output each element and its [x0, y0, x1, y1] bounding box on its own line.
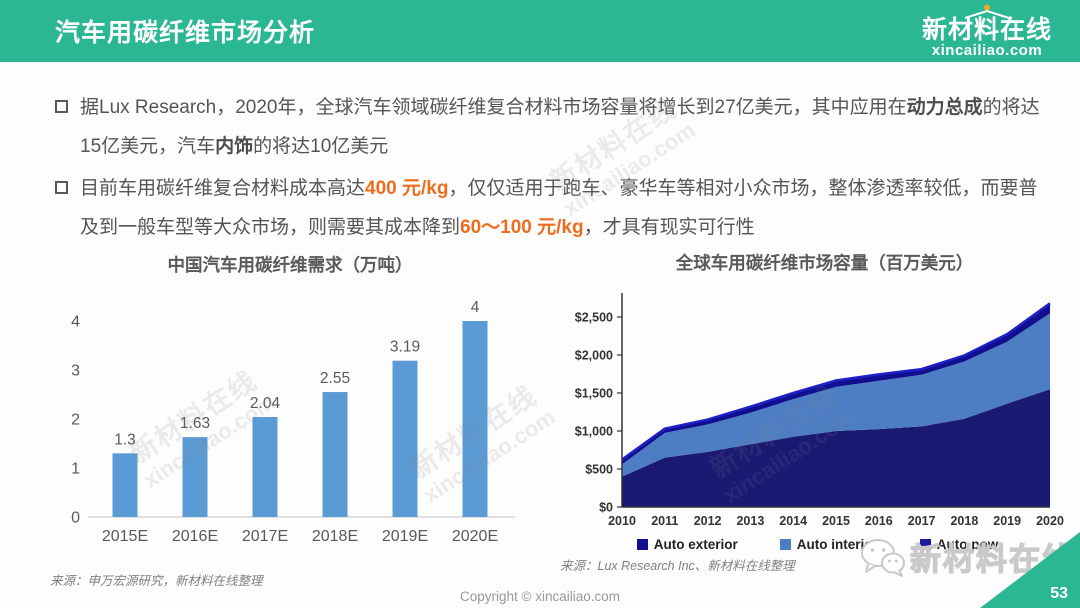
wechat-icon	[861, 538, 905, 577]
svg-text:1: 1	[71, 461, 80, 478]
svg-text:$1,500: $1,500	[575, 387, 613, 401]
copyright-text: Copyright © xincailiao.com	[459, 589, 620, 604]
area-chart: $0 $500 $1,000 $1,500 $2,000 $2,500 2010 2011 20…	[575, 293, 1064, 528]
svg-text:2017E: 2017E	[242, 528, 288, 545]
legend-swatch-icon	[636, 539, 648, 550]
logo-name: 新材料在线	[921, 16, 1052, 44]
svg-text:2020: 2020	[1036, 514, 1064, 528]
bullet-list: 据Lux Research，2020年，全球汽车领域碳纤维复合材料市场容量将增长…	[55, 88, 1050, 250]
svg-text:1.63: 1.63	[180, 415, 210, 432]
svg-text:2019: 2019	[993, 514, 1021, 528]
svg-text:2017: 2017	[908, 514, 936, 528]
legend-swatch-icon	[779, 539, 791, 550]
bar-chart-block: 中国汽车用碳纤维需求（万吨） 0 1 2 3 4 1.3 2015E 1.63 2016E 2.0…	[50, 252, 530, 589]
bullet-item: 目前车用碳纤维复合材料成本高达400 元/kg，仅仅适用于跑车、豪华车等相对小众…	[55, 169, 1050, 247]
svg-text:2018: 2018	[950, 514, 978, 528]
bullet-square-icon	[55, 181, 68, 194]
svg-text:$1,000: $1,000	[575, 425, 613, 439]
svg-text:4: 4	[71, 314, 80, 331]
svg-text:2014: 2014	[779, 514, 807, 528]
svg-text:2020E: 2020E	[452, 528, 498, 545]
bullet-text: 目前车用碳纤维复合材料成本高达400 元/kg，仅仅适用于跑车、豪华车等相对小众…	[80, 178, 1038, 238]
logo-domain: xincailiao.com	[931, 42, 1043, 60]
svg-text:2015E: 2015E	[102, 528, 148, 545]
svg-text:3.19: 3.19	[390, 339, 420, 356]
svg-text:$500: $500	[585, 463, 613, 477]
svg-text:2013: 2013	[736, 514, 764, 528]
area-chart-block: 全球车用碳纤维市场容量（百万美元） $0 $500 $1,000 $1,500 $2,0…	[560, 250, 1065, 574]
bar-chart-title: 中国汽车用碳纤维需求（万吨）	[167, 255, 413, 275]
page-number: 53	[1050, 585, 1068, 602]
svg-text:0: 0	[71, 510, 80, 527]
svg-text:4: 4	[471, 299, 480, 316]
page-title: 汽车用碳纤维市场分析	[55, 19, 316, 47]
legend-label: Auto exterior	[653, 537, 738, 552]
svg-text:2019E: 2019E	[382, 528, 428, 545]
logo-roof-icon	[964, 4, 1010, 19]
svg-text:2: 2	[71, 412, 80, 429]
svg-text:$0: $0	[599, 501, 613, 515]
svg-text:2010: 2010	[608, 514, 636, 528]
svg-text:2016E: 2016E	[172, 528, 218, 545]
corner-triangle	[980, 532, 1080, 608]
svg-text:2016: 2016	[865, 514, 893, 528]
bar-chart: 0 1 2 3 4 1.3 2015E 1.63 2016E 2.04 2017E 2.55 2018E…	[71, 299, 515, 545]
bar-chart-source: 来源：申万宏源研究，新材料在线整理	[50, 574, 263, 588]
svg-text:2012: 2012	[694, 514, 722, 528]
bullet-item: 据Lux Research，2020年，全球汽车领域碳纤维复合材料市场容量将增长…	[55, 88, 1050, 166]
svg-text:3: 3	[71, 363, 80, 380]
svg-text:2.04: 2.04	[250, 395, 281, 412]
svg-text:$2,000: $2,000	[575, 349, 613, 363]
svg-text:2.55: 2.55	[320, 370, 350, 387]
area-chart-source: 来源：Lux Research Inc、新材料在线整理	[560, 559, 795, 573]
legend-label: Auto interior	[796, 537, 878, 552]
svg-text:2018E: 2018E	[312, 528, 358, 545]
svg-text:$2,500: $2,500	[575, 311, 613, 325]
bullet-text: 据Lux Research，2020年，全球汽车领域碳纤维复合材料市场容量将增长…	[80, 97, 1040, 157]
area-chart-title: 全球车用碳纤维市场容量（百万美元）	[675, 253, 974, 273]
legend-item: Auto exterior	[636, 537, 738, 552]
svg-text:2015: 2015	[822, 514, 850, 528]
brand-logo: 新材料在线 xincailiao.com	[922, 4, 1052, 59]
legend-item: Auto interior	[779, 537, 878, 552]
area-chart-legend: Auto exterior Auto interior Auto pow	[560, 537, 1065, 552]
bullet-square-icon	[55, 100, 68, 113]
svg-text:1.3: 1.3	[114, 431, 136, 448]
legend-swatch-icon	[919, 539, 931, 550]
svg-text:2011: 2011	[651, 514, 678, 528]
header-bar: 汽车用碳纤维市场分析 新材料在线 xincailiao.com	[0, 0, 1080, 62]
